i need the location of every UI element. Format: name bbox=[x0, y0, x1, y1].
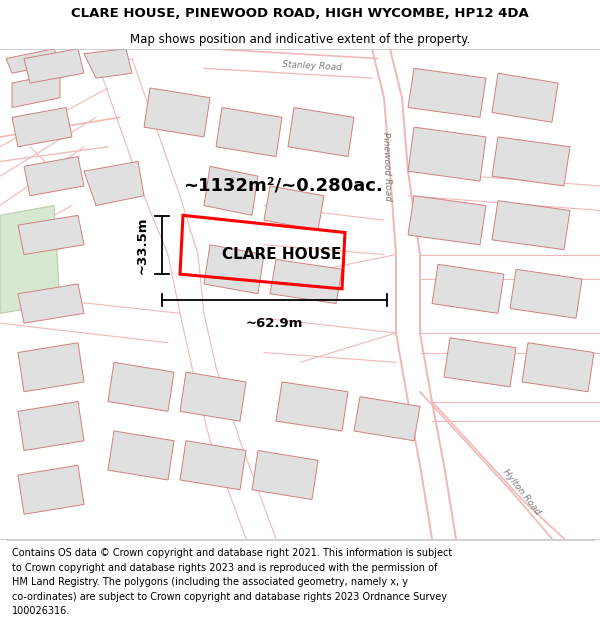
Text: co-ordinates) are subject to Crown copyright and database rights 2023 Ordnance S: co-ordinates) are subject to Crown copyr… bbox=[12, 592, 447, 602]
Polygon shape bbox=[408, 127, 486, 181]
Polygon shape bbox=[24, 49, 84, 83]
Polygon shape bbox=[18, 216, 84, 254]
Polygon shape bbox=[264, 186, 324, 230]
Polygon shape bbox=[444, 338, 516, 387]
Text: ~62.9m: ~62.9m bbox=[246, 317, 303, 330]
Polygon shape bbox=[408, 196, 486, 245]
Polygon shape bbox=[18, 401, 84, 451]
Polygon shape bbox=[12, 107, 72, 147]
Text: to Crown copyright and database rights 2023 and is reproduced with the permissio: to Crown copyright and database rights 2… bbox=[12, 562, 437, 572]
Polygon shape bbox=[510, 269, 582, 318]
Polygon shape bbox=[432, 264, 504, 313]
Polygon shape bbox=[252, 451, 318, 499]
Polygon shape bbox=[492, 137, 570, 186]
Text: CLARE HOUSE: CLARE HOUSE bbox=[223, 247, 341, 262]
Polygon shape bbox=[204, 166, 258, 216]
Polygon shape bbox=[522, 342, 594, 392]
Polygon shape bbox=[18, 284, 84, 323]
Text: Hylton Road: Hylton Road bbox=[502, 468, 542, 517]
Polygon shape bbox=[108, 431, 174, 480]
Text: 100026316.: 100026316. bbox=[12, 606, 70, 616]
Text: Contains OS data © Crown copyright and database right 2021. This information is : Contains OS data © Crown copyright and d… bbox=[12, 548, 452, 558]
Text: ~1132m²/~0.280ac.: ~1132m²/~0.280ac. bbox=[183, 177, 383, 195]
Polygon shape bbox=[204, 245, 264, 294]
Polygon shape bbox=[492, 73, 558, 122]
Polygon shape bbox=[408, 68, 486, 118]
Text: Stanley Road: Stanley Road bbox=[282, 60, 342, 72]
Polygon shape bbox=[180, 372, 246, 421]
Polygon shape bbox=[276, 382, 348, 431]
Polygon shape bbox=[180, 441, 246, 490]
Polygon shape bbox=[108, 362, 174, 411]
Text: HM Land Registry. The polygons (including the associated geometry, namely x, y: HM Land Registry. The polygons (includin… bbox=[12, 578, 408, 587]
Polygon shape bbox=[84, 161, 144, 206]
Polygon shape bbox=[492, 201, 570, 249]
Text: Map shows position and indicative extent of the property.: Map shows position and indicative extent… bbox=[130, 32, 470, 46]
Text: Pinewood Road: Pinewood Road bbox=[381, 132, 393, 201]
Polygon shape bbox=[270, 259, 342, 304]
Polygon shape bbox=[0, 206, 60, 313]
Polygon shape bbox=[216, 107, 282, 156]
Text: CLARE HOUSE, PINEWOOD ROAD, HIGH WYCOMBE, HP12 4DA: CLARE HOUSE, PINEWOOD ROAD, HIGH WYCOMBE… bbox=[71, 7, 529, 20]
Polygon shape bbox=[18, 342, 84, 392]
Polygon shape bbox=[18, 465, 84, 514]
Polygon shape bbox=[84, 49, 132, 78]
Polygon shape bbox=[24, 156, 84, 196]
Polygon shape bbox=[288, 107, 354, 156]
Polygon shape bbox=[6, 49, 60, 73]
Text: ~33.5m: ~33.5m bbox=[136, 216, 149, 274]
Polygon shape bbox=[144, 88, 210, 137]
Polygon shape bbox=[12, 73, 60, 107]
Polygon shape bbox=[354, 397, 420, 441]
